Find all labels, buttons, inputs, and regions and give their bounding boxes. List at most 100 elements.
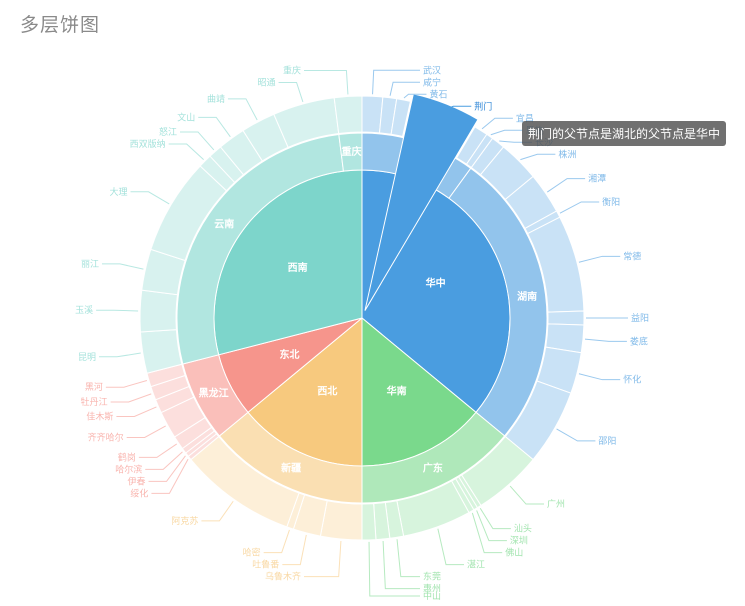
- leader-line-曲靖: [227, 98, 258, 121]
- city-label-黄石: 黄石: [429, 88, 447, 100]
- leader-line-咸宁: [389, 81, 420, 96]
- city-label-哈密: 哈密: [243, 547, 261, 559]
- leader-line-惠州: [382, 540, 420, 590]
- city-label-惠州: 惠州: [423, 583, 441, 595]
- leader-line-哈尔滨: [145, 451, 183, 470]
- city-slice-玉溪[interactable]: [139, 289, 179, 333]
- province-label-新疆: 新疆: [281, 462, 301, 475]
- city-label-牡丹江: 牡丹江: [81, 396, 108, 408]
- leader-line-鹤岗: [138, 443, 178, 458]
- leader-line-东莞: [396, 539, 420, 578]
- city-slice-中山[interactable]: [361, 503, 377, 541]
- leader-line-昭通: [278, 81, 304, 103]
- city-label-哈尔滨: 哈尔滨: [115, 463, 142, 475]
- leader-line-西双版纳: [168, 143, 204, 160]
- leader-line-邵阳: [556, 428, 596, 442]
- city-label-深圳: 深圳: [510, 536, 528, 547]
- leader-line-荆门: [444, 105, 472, 111]
- region-label-西北: 西北: [317, 385, 337, 398]
- region-label-东北: 东北: [279, 348, 299, 361]
- leader-line-哈密: [263, 529, 290, 554]
- leader-line-怀化: [578, 373, 621, 381]
- leader-line-玉溪: [96, 309, 139, 312]
- leader-line-广州: [509, 485, 545, 505]
- city-label-丽江: 丽江: [81, 259, 99, 270]
- leader-line-绥化: [151, 458, 189, 494]
- leader-line-伊春: [148, 455, 186, 482]
- city-slice-黄石[interactable]: [390, 98, 412, 138]
- leader-line-乌鲁木齐: [304, 540, 342, 578]
- leader-line-昆明: [99, 352, 141, 358]
- city-label-乌鲁木齐: 乌鲁木齐: [265, 571, 301, 583]
- city-label-怀化: 怀化: [623, 374, 641, 386]
- city-slice-重庆[interactable]: [333, 95, 363, 135]
- city-label-中山: 中山: [423, 590, 441, 602]
- city-label-曲靖: 曲靖: [207, 93, 225, 105]
- city-label-荆门: 荆门: [474, 100, 492, 112]
- city-label-绥化: 绥化: [130, 487, 148, 499]
- city-label-广州: 广州: [547, 498, 565, 510]
- leader-line-株洲: [520, 153, 556, 161]
- city-label-常德: 常德: [623, 250, 641, 262]
- leader-line-阿克苏: [201, 500, 234, 522]
- province-label-黑龙江: 黑龙江: [199, 387, 229, 400]
- leader-line-恩施: [490, 129, 523, 136]
- city-slice-乌鲁木齐[interactable]: [319, 500, 363, 541]
- leader-line-湛江: [437, 528, 465, 566]
- city-slice-益阳[interactable]: [547, 310, 585, 326]
- leader-line-宜昌: [481, 117, 513, 130]
- city-label-汕头: 汕头: [514, 524, 532, 535]
- city-label-西双版纳: 西双版纳: [130, 138, 166, 150]
- leader-line-汕头: [479, 507, 511, 530]
- city-label-湘潭: 湘潭: [588, 173, 606, 185]
- tooltip: 荆门的父节点是湖北的父节点是华中: [522, 121, 727, 146]
- city-label-衡阳: 衡阳: [602, 196, 620, 208]
- region-label-华中: 华中: [426, 276, 446, 289]
- leader-line-黑河: [105, 380, 148, 388]
- chart-title: 多层饼图: [20, 14, 101, 36]
- leader-line-丽江: [101, 263, 144, 270]
- city-label-伊春: 伊春: [128, 475, 146, 487]
- province-slice-重庆[interactable]: [338, 132, 363, 172]
- leader-line-娄底: [584, 338, 627, 342]
- leader-line-重庆: [304, 69, 349, 95]
- region-label-西南: 西南: [288, 261, 308, 274]
- city-label-鹤岗: 鹤岗: [118, 451, 136, 463]
- province-label-重庆: 重庆: [342, 145, 362, 158]
- city-label-东莞: 东莞: [423, 571, 441, 583]
- city-label-邵阳: 邵阳: [598, 436, 616, 447]
- city-label-齐齐哈尔: 齐齐哈尔: [88, 431, 124, 443]
- city-label-湛江: 湛江: [467, 560, 485, 571]
- leader-line-牡丹江: [110, 393, 152, 403]
- city-label-佳木斯: 佳木斯: [86, 410, 113, 422]
- province-label-广东: 广东: [423, 462, 443, 475]
- city-label-益阳: 益阳: [631, 312, 649, 324]
- leader-line-常德: [578, 255, 621, 263]
- city-label-咸宁: 咸宁: [423, 76, 441, 88]
- leader-line-怒江: [179, 131, 215, 151]
- leader-line-齐齐哈尔: [126, 425, 166, 438]
- leader-line-黄石: [403, 93, 427, 99]
- city-label-昆明: 昆明: [78, 352, 96, 363]
- province-label-湖南: 湖南: [517, 290, 537, 303]
- city-label-阿克苏: 阿克苏: [171, 515, 198, 527]
- city-label-昭通: 昭通: [258, 77, 276, 88]
- city-label-吐鲁番: 吐鲁番: [252, 559, 279, 571]
- city-label-佛山: 佛山: [505, 547, 523, 559]
- leader-line-中山: [368, 541, 420, 597]
- city-label-武汉: 武汉: [423, 64, 441, 76]
- city-label-娄底: 娄底: [630, 335, 648, 347]
- leader-line-吐鲁番: [282, 534, 307, 566]
- leader-line-武汉: [372, 69, 420, 95]
- city-label-玉溪: 玉溪: [75, 304, 93, 316]
- leader-line-文山: [198, 116, 231, 138]
- province-label-云南: 云南: [214, 217, 234, 230]
- city-label-株洲: 株洲: [558, 148, 576, 160]
- leader-line-佛山: [471, 512, 503, 554]
- city-label-文山: 文山: [177, 111, 195, 123]
- leader-line-湘潭: [546, 178, 586, 193]
- leader-line-佳木斯: [116, 406, 157, 417]
- city-label-黑河: 黑河: [85, 381, 103, 393]
- region-label-华南: 华南: [387, 385, 407, 398]
- city-label-重庆: 重庆: [283, 64, 301, 76]
